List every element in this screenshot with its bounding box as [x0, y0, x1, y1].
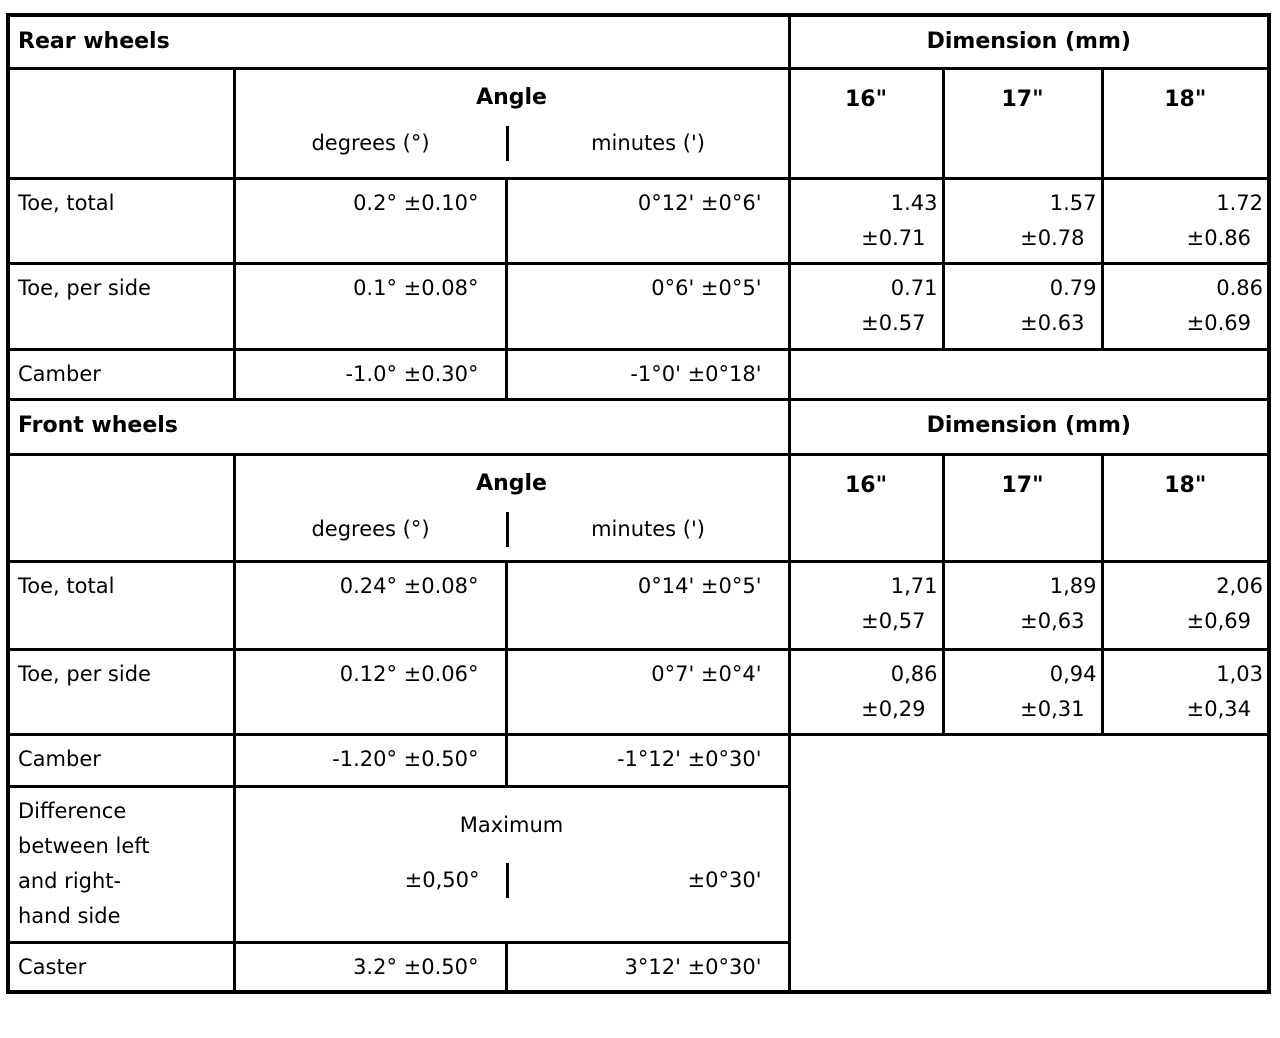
row-label: Camber: [6, 732, 236, 788]
rear-dimension-header: Dimension (mm): [787, 13, 1271, 70]
dimension-value-17: 0.79 ±0.63: [941, 261, 1104, 351]
dimension-value-18: 1,03 ±0,34: [1100, 647, 1271, 736]
dimension-tolerance: ±0.78: [1020, 225, 1085, 250]
front-minutes-header: minutes ('): [505, 511, 787, 547]
dimension-nominal: 1,03: [1216, 661, 1264, 686]
dimension-tolerance: ±0,63: [1020, 608, 1085, 633]
dimension-tolerance: ±0,69: [1186, 608, 1252, 633]
empty-cell: [6, 66, 236, 180]
dimension-value-16: 0,86 ±0,29: [787, 647, 945, 736]
row-label: Difference between left and right- hand …: [6, 784, 236, 944]
rear-size-header-18: 18": [1100, 66, 1271, 180]
dimension-nominal: 0,86: [890, 661, 938, 686]
dimension-tolerance: ±0.86: [1186, 225, 1252, 250]
degrees-value: 0.24° ±0.08°: [232, 559, 508, 651]
dimension-tolerance: ±0.69: [1186, 310, 1252, 335]
maximum-cell: Maximum ±0,50° ±0°30': [232, 784, 791, 944]
degrees-value: 0.2° ±0.10°: [232, 176, 508, 265]
rear-angle-header-cell: Angle degrees (°) minutes ('): [232, 66, 791, 180]
row-label: Camber: [6, 347, 236, 401]
dimension-value-17: 1,89 ±0,63: [941, 559, 1104, 651]
dimension-value-16: 1.43 ±0.71: [787, 176, 945, 265]
dimension-tolerance: ±0,34: [1186, 696, 1252, 721]
front-degrees-header: degrees (°): [311, 516, 430, 541]
dimension-tolerance: ±0,57: [861, 608, 926, 633]
degrees-value: -1.0° ±0.30°: [232, 347, 508, 401]
rear-size-header-16: 16": [787, 66, 945, 180]
dimension-nominal: 1.72: [1216, 190, 1264, 215]
dimension-nominal: 0.86: [1216, 275, 1264, 300]
rear-size-header-17: 17": [941, 66, 1104, 180]
minutes-value: -1°0' ±0°18': [504, 347, 791, 401]
dimension-tolerance: ±0,31: [1020, 696, 1085, 721]
degrees-value: 0.12° ±0.06°: [232, 647, 508, 736]
dimension-tolerance: ±0.71: [861, 225, 926, 250]
dimension-nominal: 0.79: [1049, 275, 1097, 300]
rear-header-row: Angle degrees (°) minutes (') 16" 17" 18…: [6, 66, 1271, 180]
dimension-nominal: 0,94: [1049, 661, 1097, 686]
front-caster-row: Caster 3.2° ±0.50° 3°12' ±0°30': [6, 940, 1269, 994]
front-dimension-header: Dimension (mm): [787, 397, 1271, 456]
empty-cell: [787, 732, 1271, 994]
minutes-value: -1°12' ±0°30': [504, 732, 791, 788]
rear-camber-row: Camber -1.0° ±0.30° -1°0' ±0°18': [6, 347, 1271, 401]
dimension-tolerance: ±0.57: [861, 310, 926, 335]
dimension-value-16: 1,71 ±0,57: [787, 559, 945, 651]
front-size-header-16: 16": [787, 452, 945, 563]
minutes-value: 0°6' ±0°5': [504, 261, 791, 351]
front-header-row: Angle degrees (°) minutes (') 16" 17" 18…: [6, 452, 1271, 563]
minutes-value: 0°7' ±0°4': [504, 647, 791, 736]
dimension-value-17: 1.57 ±0.78: [941, 176, 1104, 265]
minutes-value: ±0°30': [505, 862, 787, 898]
front-angle-header-cell: Angle degrees (°) minutes ('): [232, 452, 791, 563]
wheel-alignment-table: Rear wheels Dimension (mm) Angle degrees…: [6, 13, 1272, 994]
rear-toe-total-row: Toe, total 0.2° ±0.10° 0°12' ±0°6' 1.43 …: [6, 176, 1271, 265]
dimension-value-18: 1.72 ±0.86: [1100, 176, 1271, 265]
front-difference-row: Difference between left and right- hand …: [6, 784, 1269, 944]
dimension-nominal: 1.57: [1049, 190, 1097, 215]
front-angle-header: Angle: [476, 471, 547, 496]
rear-angle-header: Angle: [476, 85, 547, 110]
dimension-nominal: 0.71: [890, 275, 938, 300]
empty-cell: [6, 452, 236, 563]
empty-cell: [787, 347, 1271, 401]
rear-degrees-header: degrees (°): [311, 130, 430, 155]
rear-wheels-title: Rear wheels: [6, 13, 791, 70]
minutes-value: 0°14' ±0°5': [504, 559, 791, 651]
row-label: Toe, total: [6, 559, 236, 651]
rear-section-row: Rear wheels Dimension (mm): [6, 13, 1271, 70]
row-label: Caster: [6, 940, 236, 994]
dimension-nominal: 2,06: [1216, 573, 1264, 598]
dimension-value-18: 2,06 ±0,69: [1100, 559, 1271, 651]
dimension-value-17: 0,94 ±0,31: [941, 647, 1104, 736]
front-size-header-18: 18": [1100, 452, 1271, 563]
dimension-nominal: 1,71: [890, 573, 938, 598]
row-label: Toe, per side: [6, 261, 236, 351]
degrees-value: -1.20° ±0.50°: [232, 732, 508, 788]
dimension-nominal: 1,89: [1049, 573, 1097, 598]
dimension-value-18: 0.86 ±0.69: [1100, 261, 1271, 351]
dimension-nominal: 1.43: [890, 190, 938, 215]
rear-minutes-header: minutes ('): [505, 125, 787, 161]
degrees-value: 3.2° ±0.50°: [232, 940, 508, 994]
rear-toe-per-side-row: Toe, per side 0.1° ±0.08° 0°6' ±0°5' 0.7…: [6, 261, 1271, 351]
front-camber-row: Camber -1.20° ±0.50° -1°12' ±0°30': [6, 732, 1271, 994]
row-label: Toe, per side: [6, 647, 236, 736]
front-toe-per-side-row: Toe, per side 0.12° ±0.06° 0°7' ±0°4' 0,…: [6, 647, 1271, 736]
minutes-value: 0°12' ±0°6': [504, 176, 791, 265]
minutes-value: 3°12' ±0°30': [504, 940, 791, 994]
degrees-value: ±0,50°: [404, 867, 480, 892]
maximum-label: Maximum: [459, 812, 564, 837]
dimension-tolerance: ±0,29: [861, 696, 926, 721]
row-label: Toe, total: [6, 176, 236, 265]
dimension-value-16: 0.71 ±0.57: [787, 261, 945, 351]
front-wheels-title: Front wheels: [6, 397, 791, 456]
degrees-value: 0.1° ±0.08°: [232, 261, 508, 351]
dimension-tolerance: ±0.63: [1020, 310, 1085, 335]
front-section-row: Front wheels Dimension (mm): [6, 397, 1271, 456]
front-size-header-17: 17": [941, 452, 1104, 563]
front-toe-total-row: Toe, total 0.24° ±0.08° 0°14' ±0°5' 1,71…: [6, 559, 1271, 651]
